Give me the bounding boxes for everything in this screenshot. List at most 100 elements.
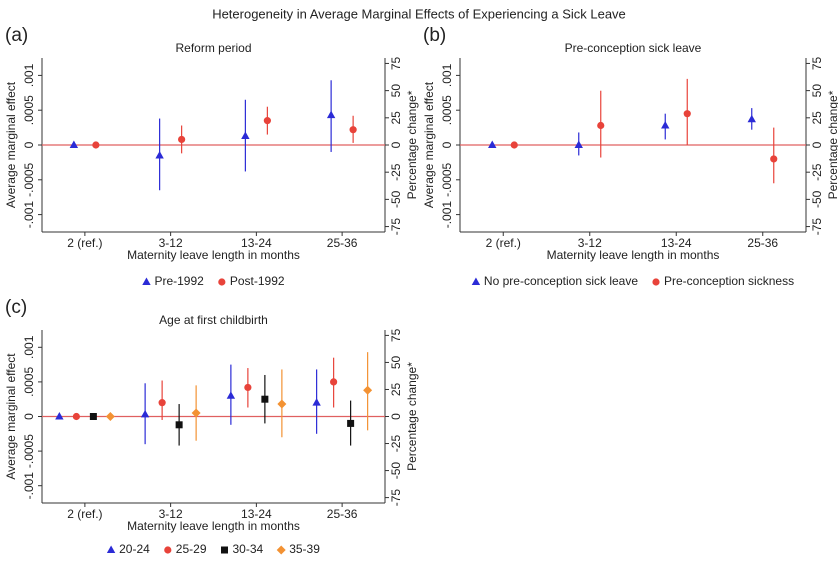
marker bbox=[226, 391, 236, 399]
x-tick-label: 2 (ref.) bbox=[67, 507, 102, 521]
panel-title: Age at first childbirth bbox=[159, 313, 268, 327]
panel-label: (a) bbox=[5, 25, 28, 46]
legend-label: Pre-1992 bbox=[154, 274, 204, 288]
y2-tick-label: 0 bbox=[389, 141, 403, 148]
marker bbox=[349, 126, 357, 134]
marker bbox=[363, 385, 373, 395]
marker bbox=[244, 383, 252, 392]
x-axis-title: Maternity leave length in months bbox=[127, 248, 300, 262]
y2-tick-label: -25 bbox=[810, 163, 824, 181]
y-axis-title: Average marginal effect bbox=[422, 81, 436, 208]
y-tick-label: -.001 bbox=[22, 472, 36, 500]
marker bbox=[326, 110, 336, 119]
marker bbox=[574, 140, 583, 148]
marker bbox=[330, 378, 338, 386]
marker bbox=[69, 140, 79, 148]
x-tick-label: 25-36 bbox=[747, 236, 778, 250]
marker bbox=[72, 412, 80, 421]
marker bbox=[89, 413, 97, 420]
legend-label: Pre-conception sickness bbox=[664, 274, 794, 288]
y-tick-label: 0 bbox=[22, 413, 36, 420]
marker bbox=[191, 408, 201, 418]
y2-tick-label: -75 bbox=[810, 218, 824, 236]
marker bbox=[661, 121, 670, 129]
legend-label: 30-34 bbox=[233, 542, 264, 556]
legend-label: 25-29 bbox=[176, 542, 207, 556]
y-tick-label: .001 bbox=[440, 63, 454, 87]
y2-axis-title: Percentage change* bbox=[405, 362, 419, 471]
y-tick-label: .001 bbox=[22, 335, 36, 359]
marker bbox=[175, 421, 183, 429]
x-axis-title: Maternity leave length in months bbox=[547, 248, 720, 262]
y2-tick-label: 25 bbox=[389, 111, 403, 125]
y2-tick-label: -75 bbox=[389, 218, 403, 236]
x-axis-title: Maternity leave length in months bbox=[127, 519, 300, 533]
marker bbox=[597, 121, 605, 130]
y-tick-label: .0005 bbox=[440, 95, 454, 125]
y2-tick-label: 75 bbox=[389, 56, 403, 70]
marker bbox=[140, 409, 150, 418]
y2-tick-label: -25 bbox=[389, 163, 403, 181]
y2-tick-label: 75 bbox=[810, 56, 824, 70]
figure-title: Heterogeneity in Average Marginal Effect… bbox=[212, 6, 626, 21]
marker bbox=[263, 117, 271, 125]
y2-tick-label: -50 bbox=[389, 190, 403, 208]
y2-axis-title: Percentage change* bbox=[826, 90, 838, 199]
panel-title: Reform period bbox=[175, 41, 251, 55]
legend-label: Post-1992 bbox=[230, 274, 285, 288]
legend: No pre-conception sick leave Pre-concepti… bbox=[471, 274, 794, 288]
marker bbox=[261, 395, 269, 403]
marker bbox=[510, 141, 518, 149]
marker bbox=[106, 545, 116, 553]
marker bbox=[105, 412, 115, 421]
y-tick-label: -.0005 bbox=[440, 162, 454, 196]
y2-tick-label: 0 bbox=[810, 141, 824, 148]
marker bbox=[164, 546, 172, 554]
y-tick-label: .001 bbox=[22, 63, 36, 87]
y2-tick-label: 50 bbox=[810, 84, 824, 98]
marker bbox=[770, 155, 778, 163]
x-tick-label: 13-24 bbox=[241, 236, 272, 250]
marker bbox=[142, 277, 151, 285]
y2-tick-label: -75 bbox=[389, 489, 403, 507]
x-tick-label: 25-36 bbox=[327, 507, 358, 521]
panel-label: (b) bbox=[423, 25, 446, 46]
y2-tick-label: 25 bbox=[389, 382, 403, 396]
marker bbox=[155, 150, 164, 159]
y2-tick-label: -50 bbox=[389, 462, 403, 480]
y-tick-label: -.001 bbox=[440, 201, 454, 229]
y2-axis-title: Percentage change* bbox=[405, 90, 419, 199]
y-axis-title: Average marginal effect bbox=[4, 353, 18, 480]
y-tick-label: -.0005 bbox=[22, 434, 36, 468]
marker bbox=[276, 545, 286, 555]
marker bbox=[488, 140, 497, 148]
marker bbox=[683, 110, 691, 118]
x-tick-label: 3-12 bbox=[159, 236, 183, 250]
y2-tick-label: -25 bbox=[389, 435, 403, 453]
y-axis-title: Average marginal effect bbox=[4, 81, 18, 208]
legend: 20-24 25-29 30-34 35-39 bbox=[106, 542, 320, 556]
panel-label: (c) bbox=[5, 297, 27, 318]
marker bbox=[158, 399, 166, 407]
marker bbox=[221, 546, 228, 554]
x-tick-label: 13-24 bbox=[661, 236, 692, 250]
marker bbox=[652, 278, 660, 286]
marker bbox=[92, 141, 100, 149]
y2-tick-label: 75 bbox=[389, 328, 403, 342]
y2-tick-label: 50 bbox=[389, 355, 403, 369]
y-tick-label: -.001 bbox=[22, 201, 36, 229]
legend-label: No pre-conception sick leave bbox=[484, 274, 638, 288]
y2-tick-label: 50 bbox=[389, 84, 403, 98]
x-tick-label: 3-12 bbox=[159, 507, 183, 521]
marker bbox=[312, 398, 321, 406]
y2-tick-label: 25 bbox=[810, 111, 824, 125]
y-tick-label: .0005 bbox=[22, 95, 36, 125]
marker bbox=[277, 399, 287, 409]
y-tick-label: 0 bbox=[440, 141, 454, 148]
marker bbox=[241, 131, 250, 139]
marker bbox=[218, 278, 226, 286]
marker bbox=[347, 419, 355, 427]
x-tick-label: 2 (ref.) bbox=[67, 236, 102, 250]
marker bbox=[178, 135, 186, 144]
